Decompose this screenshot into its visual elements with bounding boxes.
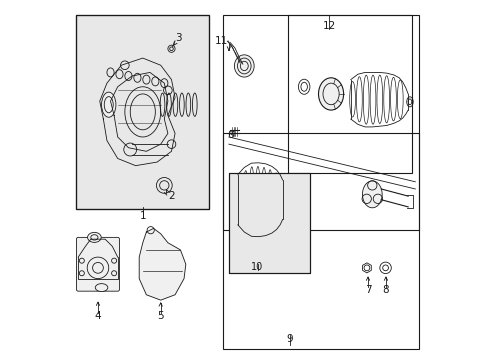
Ellipse shape: [95, 284, 108, 292]
Ellipse shape: [88, 232, 101, 242]
Ellipse shape: [363, 181, 382, 208]
Ellipse shape: [101, 92, 116, 117]
Text: 12: 12: [322, 21, 336, 31]
Text: 8: 8: [383, 285, 389, 295]
Text: 6: 6: [227, 130, 234, 140]
Text: 10: 10: [251, 262, 264, 272]
Text: 2: 2: [168, 191, 175, 201]
Bar: [76, 15, 209, 209]
Bar: [223, 15, 419, 230]
Text: 1: 1: [140, 211, 146, 221]
Ellipse shape: [125, 87, 161, 137]
Text: 3: 3: [175, 33, 182, 43]
Bar: [229, 173, 310, 273]
Bar: [288, 15, 412, 173]
Bar: [76, 15, 209, 209]
Text: 7: 7: [365, 285, 371, 295]
FancyBboxPatch shape: [76, 237, 120, 291]
Bar: [223, 134, 419, 348]
Text: 11: 11: [215, 36, 228, 46]
Polygon shape: [139, 228, 186, 300]
Text: 9: 9: [287, 334, 293, 344]
Text: 4: 4: [95, 311, 101, 321]
Ellipse shape: [318, 78, 343, 110]
Text: 5: 5: [157, 311, 164, 321]
Bar: [229, 173, 310, 273]
Ellipse shape: [234, 55, 254, 77]
